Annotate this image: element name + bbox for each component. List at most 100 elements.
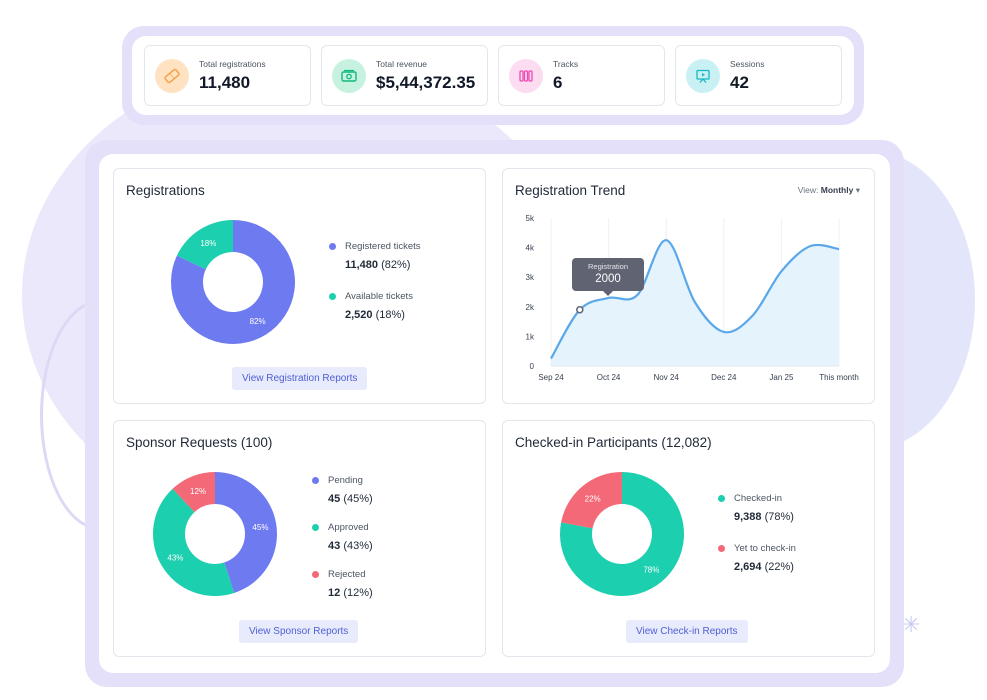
legend-value: 45 [328,493,341,505]
view-selector[interactable]: View: Monthly ▾ [798,185,860,196]
y-tick-label: 3k [526,273,535,282]
presentation-icon [686,58,720,93]
y-tick-label: 2k [526,303,535,312]
legend-dot [718,495,725,502]
legend-dot [312,571,319,578]
registrations-slice-label: 82% [250,317,266,326]
legend-dot [312,477,319,484]
panel-title: Sponsor Requests (100) [126,435,273,450]
stat-card-registrations[interactable]: Total registrations 11,480 [144,45,311,106]
ticket-icon [155,58,189,93]
stat-label: Sessions [730,58,765,69]
legend-item-registered: Registered tickets 11,480 (82%) [329,241,421,271]
x-tick-label: Dec 24 [711,373,737,382]
registrations-panel: Registrations 82% 18% Registered tickets … [113,168,486,404]
registrations-slice-label: 18% [200,239,216,248]
y-tick-label: 4k [526,244,535,253]
sponsor-requests-panel: Sponsor Requests (100) 45% 43% 12% Pending… [113,420,486,657]
legend-value: 9,388 [734,511,762,523]
legend-percent: (18%) [375,309,405,321]
view-checkin-reports-button[interactable]: View Check-in Reports [626,620,748,643]
legend-item-approved: Approved 43 (43%) [312,522,373,552]
dashboard: Registrations 82% 18% Registered tickets … [99,154,890,673]
legend-item-rejected: Rejected 12 (12%) [312,569,373,599]
trend-chart: 0 1k 2k 3k 4k 5k Sep 24 Oct 24 Nov 24 Dec 24 Jan 2… [526,214,859,382]
legend-percent: (82%) [381,259,411,271]
stat-card-tracks[interactable]: Tracks 6 [498,45,665,106]
stat-label: Total registrations [199,58,266,69]
sponsors-slice-0 [215,472,277,593]
stat-value: 11,480 [199,72,251,92]
registrations-donut: 82% 18% [171,220,295,344]
legend-item-yet-to-check-in: Yet to check-in 2,694 (22%) [718,543,796,573]
legend-label: Registered tickets [345,241,421,252]
registration-trend-panel: Registration Trend View: Monthly ▾ 0 1k 2k… [502,168,875,404]
legend-percent: (45%) [343,493,373,505]
caret-down-icon: ▾ [855,185,860,195]
legend-percent: (22%) [764,561,794,573]
panel-title: Checked-in Participants (12,082) [515,435,712,450]
checkin-legend: Checked-in 9,388 (78%) Yet to check-in 2… [718,493,796,593]
trend-line [550,239,840,360]
checkin-slice-0 [560,472,684,596]
stat-value: 6 [553,72,563,92]
legend-value: 12 [328,587,341,599]
legend-label: Pending [328,475,363,486]
tooltip-label: Registration [587,262,629,271]
legend-value: 11,480 [345,259,379,271]
legend-value: 43 [328,540,341,552]
chart-tooltip: Registration 2000 [572,258,644,296]
panel-title: Registration Trend [515,183,626,198]
sponsors-slice-label: 45% [252,523,268,532]
legend-dot [329,293,336,300]
legend-label: Approved [328,522,369,533]
y-tick-label: 1k [526,332,535,341]
sponsors-donut: 45% 43% 12% [153,472,277,596]
legend-label: Available tickets [345,291,413,302]
legend-item-pending: Pending 45 (45%) [312,475,373,505]
sponsors-slice-label: 12% [190,487,206,496]
sparkle-icon: ✳ [902,612,921,637]
sponsors-slice-label: 43% [167,553,183,562]
view-label: View: [797,185,819,195]
stats-bar: Total registrations 11,480 Total revenue… [122,26,864,125]
legend-item-checked-in: Checked-in 9,388 (78%) [718,493,796,523]
tracks-icon [509,58,543,93]
x-tick-label: Sep 24 [538,373,564,382]
sponsors-slice-1 [153,488,235,596]
legend-percent: (43%) [343,540,373,552]
stats-container: Total registrations 11,480 Total revenue… [132,36,854,115]
registrations-slice-1 [176,220,233,270]
legend-dot [718,545,725,552]
stat-value: 42 [730,72,749,92]
legend-percent: (78%) [764,511,794,523]
x-tick-label: Jan 25 [769,373,794,382]
legend-value: 2,520 [345,309,373,321]
stat-card-sessions[interactable]: Sessions 42 [675,45,842,106]
legend-dot [329,243,336,250]
money-icon [332,58,366,93]
legend-item-available: Available tickets 2,520 (18%) [329,291,421,321]
view-sponsor-reports-button[interactable]: View Sponsor Reports [239,620,359,643]
x-tick-label: Nov 24 [654,373,680,382]
trend-marker[interactable] [576,306,584,314]
view-value: Monthly [820,185,854,195]
legend-percent: (12%) [343,587,373,599]
legend-value: 2,694 [734,561,762,573]
checkin-slice-label: 22% [585,495,601,504]
dashboard-frame: Registrations 82% 18% Registered tickets … [85,140,904,687]
checkin-panel: Checked-in Participants (12,082) 78% 22% … [502,420,875,657]
sponsors-legend: Pending 45 (45%) Approved 43 (43%) Rejec… [312,475,373,619]
stat-label: Total revenue [376,58,428,69]
stat-value: $5,44,372.35 [376,72,476,92]
legend-label: Rejected [328,569,366,580]
panel-title: Registrations [126,183,205,198]
x-tick-label: This month [819,373,859,382]
legend-label: Checked-in [734,493,783,504]
stat-card-revenue[interactable]: Total revenue $5,44,372.35 [321,45,488,106]
y-tick-label: 5k [526,214,535,223]
registrations-slice-0 [171,220,295,344]
checkin-donut: 78% 22% [560,472,684,596]
view-registration-reports-button[interactable]: View Registration Reports [232,367,368,390]
registrations-legend: Registered tickets 11,480 (82%) Availabl… [329,241,421,341]
